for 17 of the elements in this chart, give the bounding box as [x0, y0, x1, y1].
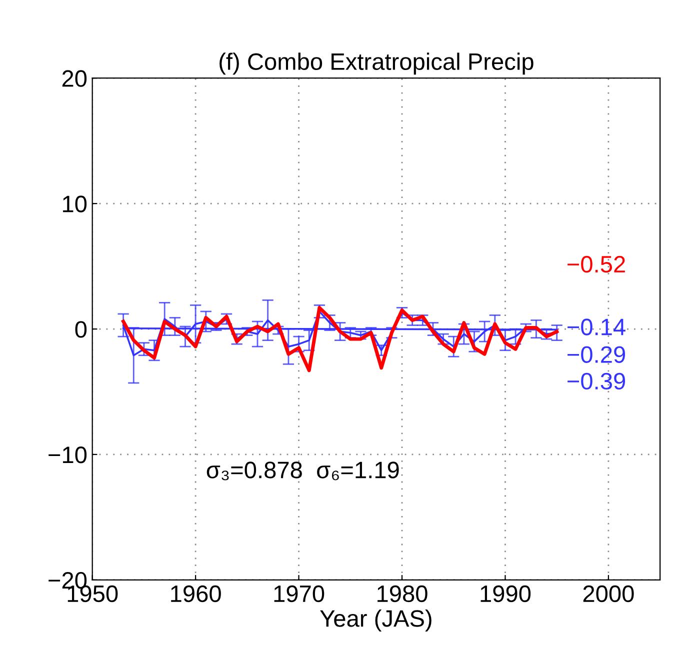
chart-title: (f) Combo Extratropical Precip: [220, 52, 534, 75]
annotation: σ₃=0.878 σ₆=1.19: [206, 462, 399, 480]
y-tick-label: 0: [75, 321, 87, 338]
y-tick-label: −10: [48, 446, 87, 464]
line-series: [122, 306, 559, 372]
x-tick-label: 1960: [171, 585, 221, 602]
y-tick-label: 20: [62, 70, 87, 87]
annotation: −0.52: [568, 256, 625, 273]
x-tick-label: 1990: [480, 585, 531, 602]
x-tick-label: 1970: [274, 585, 324, 602]
annotation: −0.14: [568, 318, 626, 336]
x-tick-label: 2000: [583, 585, 634, 602]
annotation: −0.39: [568, 372, 626, 390]
x-tick-label: 1980: [378, 585, 428, 602]
y-tick-label: 10: [63, 196, 87, 212]
annotation: −0.29: [568, 346, 626, 363]
x-axis-title: Year (JAS): [320, 610, 432, 632]
